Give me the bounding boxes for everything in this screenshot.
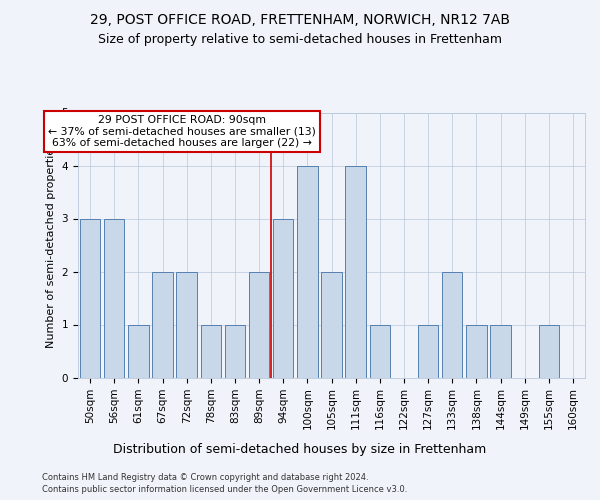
Bar [176, 272, 197, 378]
Bar [273, 218, 293, 378]
Text: Contains public sector information licensed under the Open Government Licence v3: Contains public sector information licen… [42, 485, 407, 494]
Bar [224, 324, 245, 378]
Text: Size of property relative to semi-detached houses in Frettenham: Size of property relative to semi-detach… [98, 32, 502, 46]
Bar [442, 272, 463, 378]
Bar [418, 324, 439, 378]
Bar [370, 324, 390, 378]
Bar [104, 218, 124, 378]
Bar [297, 166, 317, 378]
Y-axis label: Number of semi-detached properties: Number of semi-detached properties [46, 142, 56, 348]
Text: 29 POST OFFICE ROAD: 90sqm
← 37% of semi-detached houses are smaller (13)
63% of: 29 POST OFFICE ROAD: 90sqm ← 37% of semi… [48, 115, 316, 148]
Bar [490, 324, 511, 378]
Text: Contains HM Land Registry data © Crown copyright and database right 2024.: Contains HM Land Registry data © Crown c… [42, 472, 368, 482]
Bar [466, 324, 487, 378]
Bar [152, 272, 173, 378]
Bar [539, 324, 559, 378]
Text: 29, POST OFFICE ROAD, FRETTENHAM, NORWICH, NR12 7AB: 29, POST OFFICE ROAD, FRETTENHAM, NORWIC… [90, 12, 510, 26]
Bar [346, 166, 366, 378]
Text: Distribution of semi-detached houses by size in Frettenham: Distribution of semi-detached houses by … [113, 442, 487, 456]
Bar [200, 324, 221, 378]
Bar [128, 324, 149, 378]
Bar [249, 272, 269, 378]
Bar [80, 218, 100, 378]
Bar [321, 272, 342, 378]
